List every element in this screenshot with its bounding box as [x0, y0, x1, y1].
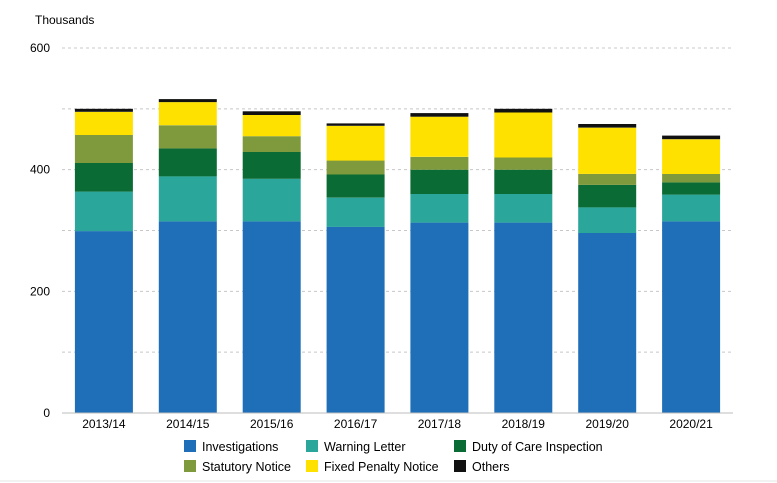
x-tick-label: 2018/19: [502, 417, 546, 431]
bar-segment: [242, 136, 301, 152]
legend: Investigations Warning Letter Duty of Care…: [184, 440, 603, 474]
bar-segment: [494, 194, 553, 223]
bar-segment: [74, 191, 133, 232]
legend-label: Statutory Notice: [202, 460, 291, 474]
bar-segment: [242, 114, 301, 137]
bars: [74, 99, 721, 413]
x-tick-label: 2017/18: [418, 417, 462, 431]
bar-segment: [578, 232, 637, 413]
bar-segment: [158, 176, 217, 222]
legend-swatch: [306, 440, 318, 452]
legend-label: Investigations: [202, 440, 278, 454]
bar-segment: [662, 194, 721, 222]
bar-segment: [410, 194, 469, 223]
bar-segment: [158, 221, 217, 413]
bar-segment: [410, 116, 469, 157]
x-tick-label: 2015/16: [250, 417, 294, 431]
bar-segment: [74, 163, 133, 192]
bar-segment: [578, 124, 637, 128]
bar-segment: [158, 102, 217, 126]
bar-segment: [74, 231, 133, 413]
bar-segment: [494, 112, 553, 158]
bar-segment: [74, 108, 133, 112]
legend-swatch: [184, 440, 196, 452]
bar-segment: [410, 169, 469, 194]
y-tick-label: 400: [30, 163, 50, 177]
bar-segment: [74, 111, 133, 135]
legend-label: Fixed Penalty Notice: [324, 460, 439, 474]
y-axis-ticks: 0 200 400 600: [30, 41, 50, 420]
legend-swatch: [184, 460, 196, 472]
bar-segment: [578, 127, 637, 174]
bar-segment: [494, 157, 553, 170]
x-tick-label: 2019/20: [586, 417, 630, 431]
bar-segment: [242, 221, 301, 413]
bar-segment: [662, 182, 721, 195]
y-unit-label: Thousands: [35, 13, 94, 27]
bar-segment: [578, 207, 637, 233]
bar-segment: [578, 184, 637, 208]
bar-segment: [158, 99, 217, 103]
bar-segment: [242, 111, 301, 115]
bar-segment: [326, 125, 385, 161]
bar-segment: [494, 222, 553, 413]
bar-segment: [242, 152, 301, 179]
bar-segment: [326, 174, 385, 198]
bar-segment: [74, 135, 133, 163]
x-tick-label: 2013/14: [82, 417, 126, 431]
bar-segment: [158, 148, 217, 177]
bar-segment: [158, 125, 217, 149]
bar-segment: [326, 123, 385, 126]
legend-swatch: [454, 460, 466, 472]
bar-segment: [662, 139, 721, 174]
x-tick-label: 2020/21: [669, 417, 713, 431]
bar-segment: [326, 226, 385, 413]
y-tick-label: 600: [30, 41, 50, 55]
bar-segment: [662, 173, 721, 183]
bar-segment: [662, 221, 721, 413]
bar-segment: [410, 222, 469, 413]
bar-segment: [242, 178, 301, 222]
bar-segment: [578, 173, 637, 185]
bar-segment: [410, 156, 469, 170]
bar-segment: [494, 169, 553, 194]
bar-segment: [662, 135, 721, 140]
legend-label: Duty of Care Inspection: [472, 440, 603, 454]
bar-segment: [326, 160, 385, 175]
x-tick-label: 2014/15: [166, 417, 210, 431]
x-tick-label: 2016/17: [334, 417, 378, 431]
bar-segment: [326, 197, 385, 227]
legend-label: Others: [472, 460, 510, 474]
y-tick-label: 0: [43, 406, 50, 420]
x-axis-ticks: 2013/14 2014/15 2015/16 2016/17 2017/18 2018/…: [82, 417, 713, 431]
legend-swatch: [454, 440, 466, 452]
legend-label: Warning Letter: [324, 440, 406, 454]
bar-segment: [410, 113, 469, 117]
bar-segment: [494, 108, 553, 113]
y-tick-label: 200: [30, 284, 50, 298]
legend-swatch: [306, 460, 318, 472]
